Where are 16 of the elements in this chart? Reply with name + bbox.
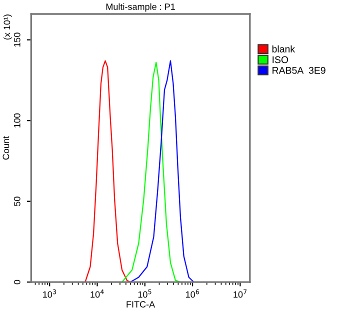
y-tick-label: 0 [14,280,20,284]
y-tick-label: 50 [14,196,20,206]
y-axis-title: Count [2,136,10,160]
x-tick-label: 10$^{6}$ [186,289,200,298]
legend-label: RAB5A 3E9 [272,66,326,74]
text: (x 10¹) [4,14,12,40]
x-tick-label: 10$^{4}$ [90,290,104,298]
y-tick-label: 150 [14,32,20,47]
x-tick-label: 10$^{5}$ [138,290,152,298]
legend-label: blank [272,45,296,52]
x-tick-label: 10$^{3}$ [43,289,56,298]
y-tick-label: 100 [14,113,20,128]
x-axis-title: FITC-A [126,301,156,308]
x-tick-label: 10$^{7}$ [234,290,247,298]
legend-label: ISO [272,56,288,64]
chart-title: Multi-sample : P1 [106,3,175,12]
